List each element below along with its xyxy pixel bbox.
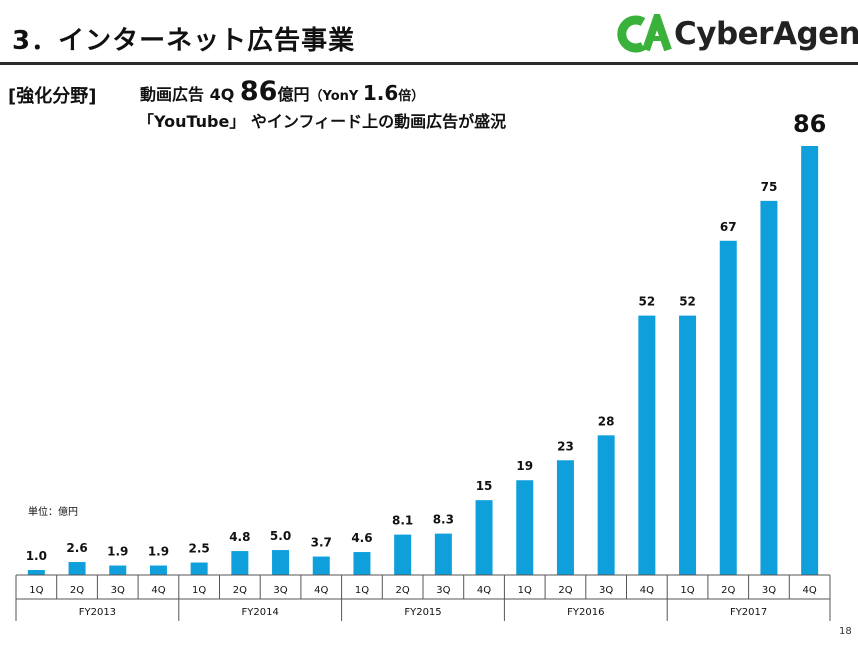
data-label: 2.5: [189, 542, 210, 556]
bar: [231, 551, 249, 575]
category-label: 2Q: [721, 585, 735, 596]
data-label: 86: [793, 110, 826, 138]
data-label: 28: [598, 414, 615, 428]
data-label: 3.7: [311, 536, 332, 550]
unit-note: 単位：億円: [28, 507, 78, 518]
data-label: 23: [557, 439, 574, 453]
data-label: 52: [638, 295, 655, 309]
category-label: 1Q: [29, 585, 43, 596]
group-label: FY2015: [404, 607, 441, 618]
bar: [679, 315, 697, 575]
bar: [597, 435, 615, 575]
data-label: 67: [720, 220, 737, 234]
data-label: 2.6: [66, 541, 87, 555]
group-label: FY2014: [242, 607, 279, 618]
bar: [149, 565, 167, 575]
bar: [556, 460, 574, 575]
headline-detail: 「YouTube」 やインフィード上の動画広告が盛況: [138, 112, 507, 131]
logo-wordmark: CyberAgent: [674, 16, 858, 52]
header-divider: [0, 62, 858, 65]
category-label: 3Q: [273, 585, 287, 596]
category-label: 1Q: [192, 585, 206, 596]
category-label: 4Q: [640, 585, 654, 596]
headline-paren: （YonY: [309, 89, 363, 104]
headline-prefix: 動画広告 4Q: [140, 85, 240, 104]
category-label: 3Q: [762, 585, 776, 596]
data-label: 1.9: [148, 545, 169, 559]
category-label: 2Q: [233, 585, 247, 596]
bar: [27, 570, 45, 575]
data-label: 19: [516, 459, 533, 473]
bar: [394, 534, 412, 575]
category-label: 3Q: [436, 585, 450, 596]
data-label: 4.6: [351, 531, 372, 545]
bar: [801, 146, 819, 575]
category-label: 4Q: [314, 585, 328, 596]
headline-summary: 動画広告 4Q 86億円（YonY 1.6倍）: [140, 76, 424, 107]
data-label: 8.3: [433, 513, 454, 527]
category-label: 4Q: [477, 585, 491, 596]
data-label: 4.8: [229, 530, 250, 544]
bar: [475, 500, 493, 575]
headline-growth: 1.6: [362, 81, 399, 105]
data-label: 1.0: [26, 549, 47, 563]
data-label: 15: [476, 479, 493, 493]
group-label: FY2013: [79, 607, 116, 618]
bar: [516, 480, 534, 575]
page-number: 18: [839, 626, 852, 637]
bar: [760, 200, 778, 576]
data-label: 75: [761, 180, 778, 194]
category-label: 4Q: [803, 585, 817, 596]
cyberagent-logo: CyberAgent: [616, 14, 858, 54]
category-label: 1Q: [680, 585, 694, 596]
category-label: 1Q: [518, 585, 532, 596]
category-label: 1Q: [355, 585, 369, 596]
bar: [353, 552, 371, 575]
bar: [68, 562, 86, 575]
headline-value: 86: [239, 76, 278, 107]
headline-unit: 億円: [277, 85, 310, 104]
bar: [312, 556, 330, 575]
bar: [638, 315, 656, 575]
category-label: 3Q: [599, 585, 613, 596]
category-label: 2Q: [396, 585, 410, 596]
bar: [434, 533, 452, 575]
bar: [190, 562, 208, 575]
ca-logo-icon: [617, 14, 672, 53]
group-label: FY2017: [730, 607, 767, 618]
data-label: 5.0: [270, 529, 291, 543]
bar: [719, 240, 737, 576]
category-label: 2Q: [70, 585, 84, 596]
headline-growth-unit: 倍）: [398, 89, 425, 104]
page-title: 3．インターネット広告事業: [12, 26, 356, 56]
data-label: 1.9: [107, 545, 128, 559]
category-label: 2Q: [558, 585, 572, 596]
group-label: FY2016: [567, 607, 604, 618]
category-label: 3Q: [111, 585, 125, 596]
category-label: 4Q: [151, 585, 165, 596]
data-label: 52: [679, 295, 696, 309]
data-label: 8.1: [392, 514, 413, 528]
bar: [272, 550, 290, 575]
bar: [109, 565, 127, 575]
section-label: [強化分野]: [8, 86, 97, 107]
